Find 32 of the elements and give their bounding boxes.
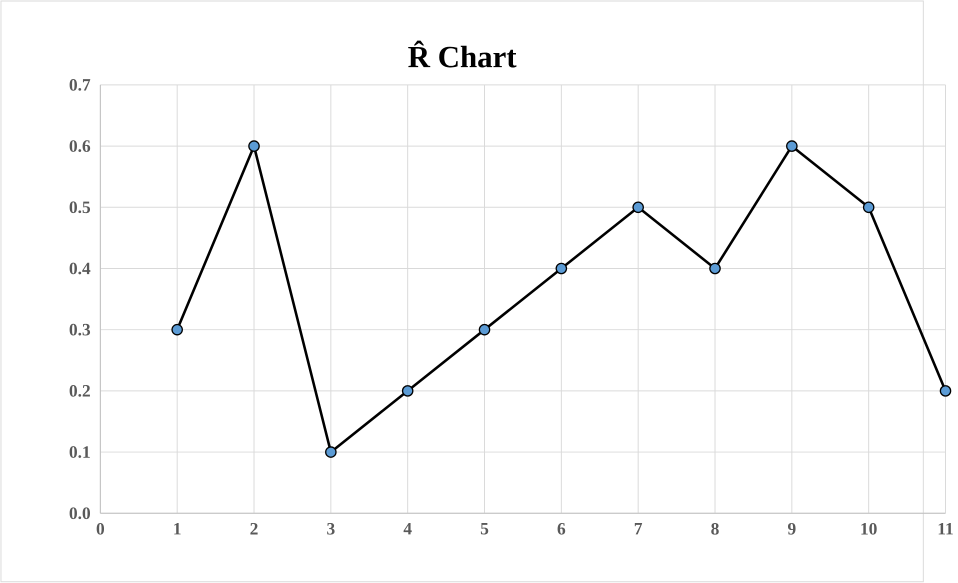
x-tick-label: 1 (174, 523, 181, 535)
x-tick-label: 0 (96, 523, 104, 535)
point (556, 262, 568, 274)
y-tick-label: 0.0 (70, 507, 90, 520)
x-tick-label: 3 (327, 523, 335, 535)
point (632, 202, 644, 214)
point (709, 262, 721, 274)
x-tick-label: 10 (861, 523, 877, 535)
y-tick-label: 0.5 (70, 202, 90, 214)
point (402, 385, 414, 397)
y-tick-label: 0.2 (70, 385, 90, 397)
y-tick-label: 0.3 (70, 324, 90, 336)
point (478, 324, 490, 336)
y-tick-label: 0.1 (70, 446, 90, 458)
x-tick-label: 6 (558, 523, 566, 535)
point (862, 202, 874, 214)
point (171, 324, 183, 336)
x-tick-label: 4 (404, 523, 412, 535)
y-tick-label: 0.7 (70, 79, 90, 91)
x-tick-label: 8 (711, 523, 719, 535)
x-tick-label: 9 (788, 523, 796, 535)
point (248, 140, 260, 152)
point (786, 140, 798, 152)
chart-title: R̂ Chart (408, 40, 516, 68)
point (325, 446, 337, 458)
y-tick-label: 0.4 (70, 262, 90, 275)
x-tick-label: 2 (250, 523, 258, 535)
x-tick-label: 11 (938, 523, 953, 535)
x-tick-label: 5 (480, 523, 488, 535)
x-tick-label: 7 (634, 523, 642, 534)
y-tick-label: 0.6 (70, 140, 90, 152)
point (940, 385, 952, 397)
